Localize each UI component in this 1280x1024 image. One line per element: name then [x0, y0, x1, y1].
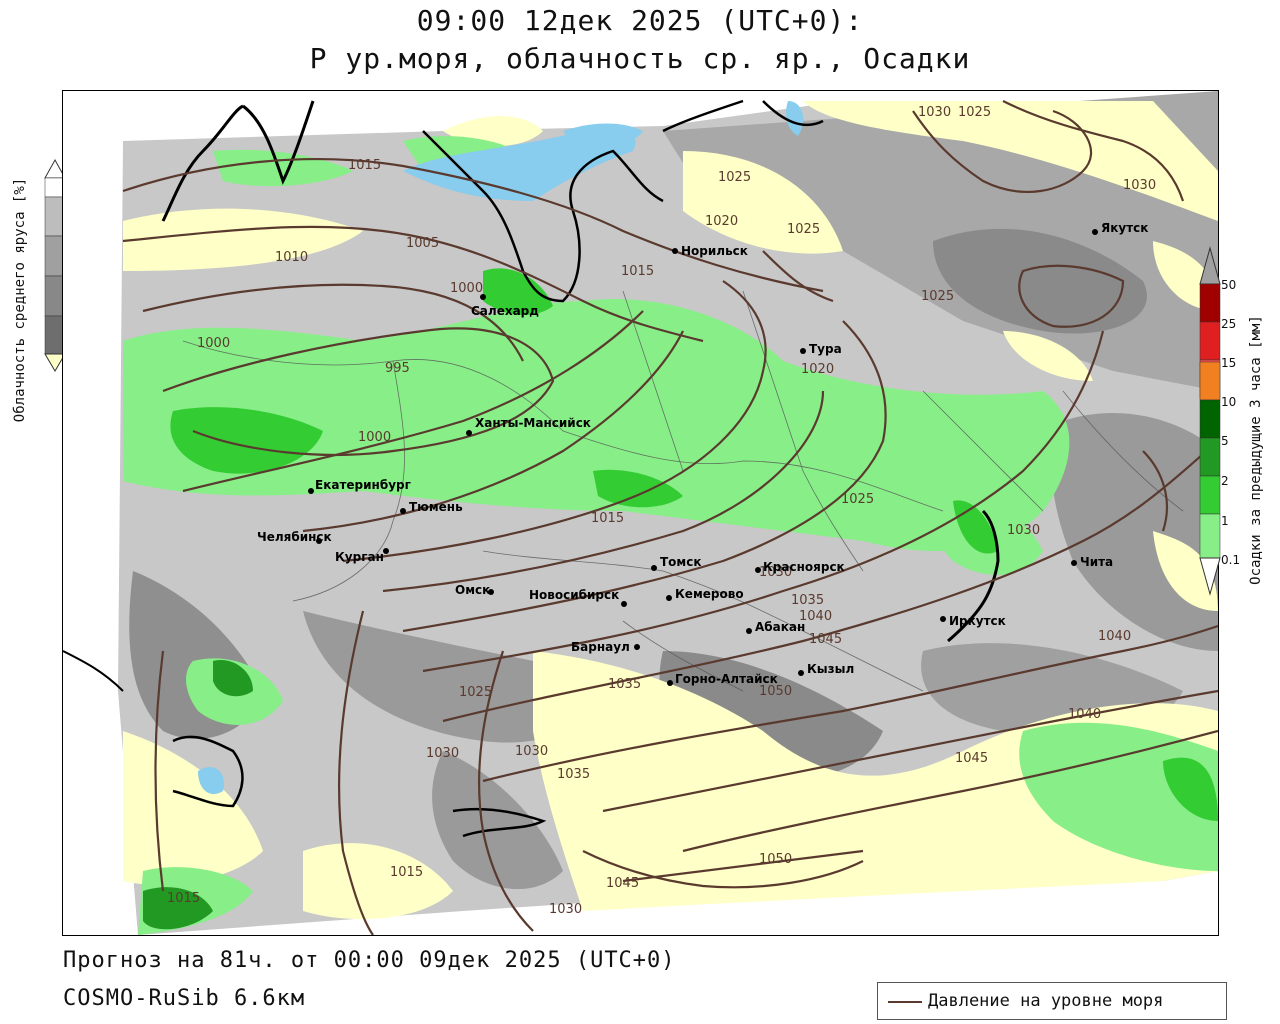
- city-label: Челябинск: [257, 530, 332, 544]
- pressure-legend-label: Давление на уровне моря: [928, 991, 1164, 1011]
- isobar-label: 1040: [799, 609, 832, 624]
- city-marker: [755, 567, 761, 573]
- precip-tick: 50: [1221, 278, 1237, 292]
- isobar-label: 1000: [450, 281, 483, 296]
- city-marker: [621, 601, 627, 607]
- city-marker: [800, 348, 806, 354]
- city-marker: [746, 628, 752, 634]
- precip-colorbar: [1199, 246, 1221, 596]
- isobar-label: 1035: [557, 767, 590, 782]
- city-marker: [488, 589, 494, 595]
- city-label: Курган: [335, 550, 384, 564]
- city-label: Кызыл: [807, 662, 854, 676]
- isobar-label: 1035: [791, 593, 824, 608]
- precip-tick: 15: [1221, 356, 1237, 370]
- city-label: Абакан: [755, 620, 805, 634]
- isobar-label: 1030: [1007, 523, 1040, 538]
- isobar-label: 1030: [515, 744, 548, 759]
- isobar-label: 1040: [1068, 707, 1101, 722]
- city-marker: [400, 508, 406, 514]
- city-label: Омск: [455, 583, 490, 597]
- city-marker: [1092, 229, 1098, 235]
- city-label: Салехард: [471, 304, 539, 318]
- city-label: Томск: [660, 555, 702, 569]
- isobar-label: 1030: [549, 902, 582, 917]
- isobar-label: 1030: [426, 746, 459, 761]
- city-marker: [798, 670, 804, 676]
- precip-tick: 25: [1221, 317, 1237, 331]
- city-label: Ханты-Мансийск: [475, 416, 591, 430]
- city-label: Горно-Алтайск: [675, 672, 778, 686]
- isobar-label: 1030: [1123, 178, 1156, 193]
- city-label: Иркутск: [949, 614, 1006, 628]
- city-marker: [634, 644, 640, 650]
- isobar-label: 1050: [759, 684, 792, 699]
- isobar-label: 1025: [718, 170, 751, 185]
- city-marker: [383, 548, 389, 554]
- city-label: Норильск: [681, 244, 748, 258]
- map-canvas: 1015 1025 1030 1025 1030 1020 1025 1010 …: [62, 91, 1219, 936]
- city-label: Тюмень: [409, 500, 463, 514]
- precip-scale-title: Осадки за предыдущие 3 часа [мм]: [1248, 315, 1264, 585]
- city-marker: [316, 538, 322, 544]
- map-title-time: 09:00 12дек 2025 (UTC+0):: [416, 4, 864, 37]
- precip-tick: 0.1: [1221, 553, 1241, 567]
- isobar-label: 1050: [759, 852, 792, 867]
- cloud-colorbar: [44, 158, 66, 372]
- city-marker: [651, 565, 657, 571]
- city-marker: [308, 488, 314, 494]
- isobar-label: 1030: [759, 565, 792, 580]
- precip-tick: 5: [1221, 434, 1229, 448]
- isobar-label: 1015: [591, 511, 624, 526]
- isobar-label: 1025: [921, 289, 954, 304]
- city-label: Барнаул: [571, 640, 630, 654]
- cloud-scale-title: Облачность среднего яруса [%]: [12, 177, 28, 423]
- isobar-label: 1000: [358, 430, 391, 445]
- city-marker: [480, 294, 486, 300]
- map-title-fields: P ур.моря, облачность ср. яр., Осадки: [309, 42, 971, 75]
- isobar-label: 1025: [841, 492, 874, 507]
- city-marker: [1071, 560, 1077, 566]
- isobar-label: 1025: [958, 105, 991, 120]
- isobar-label: 1020: [705, 214, 738, 229]
- city-label: Кемерово: [675, 587, 744, 601]
- model-name: COSMO-RuSib 6.6км: [63, 986, 306, 1011]
- pressure-legend-line: [888, 1001, 922, 1003]
- city-label: Чита: [1080, 555, 1113, 569]
- isobar-label: 995: [385, 361, 410, 376]
- isobar-label: 1030: [918, 105, 951, 120]
- isobar-label: 1040: [1098, 629, 1131, 644]
- city-label: Новосибирск: [529, 588, 619, 602]
- isobar-label: 1020: [801, 362, 834, 377]
- city-label: Красноярск: [763, 560, 845, 574]
- isobar-label: 1015: [167, 891, 200, 906]
- isobar-label: 1015: [348, 158, 381, 173]
- isobar-label: 1045: [809, 632, 842, 647]
- city-marker: [666, 595, 672, 601]
- precip-tick: 1: [1221, 514, 1229, 528]
- forecast-info: Прогноз на 81ч. от 00:00 09дек 2025 (UTC…: [63, 948, 676, 973]
- isobar-label: 1025: [787, 222, 820, 237]
- isobar-label: 1010: [275, 250, 308, 265]
- city-label: Екатеринбург: [315, 478, 411, 492]
- city-marker: [667, 680, 673, 686]
- city-label: Якутск: [1101, 221, 1148, 235]
- isobar-label: 1025: [459, 685, 492, 700]
- city-marker: [466, 430, 472, 436]
- isobar-label: 1015: [390, 865, 423, 880]
- isobar-label: 1005: [406, 236, 439, 251]
- isobar-label: 1015: [621, 264, 654, 279]
- city-label: Тура: [809, 342, 842, 356]
- isobar-label: 1000: [197, 336, 230, 351]
- precip-tick: 10: [1221, 395, 1237, 409]
- isobar-label: 1045: [606, 876, 639, 891]
- isobar-label: 1035: [608, 677, 641, 692]
- city-marker: [940, 616, 946, 622]
- isobar-label: 1045: [955, 751, 988, 766]
- precip-tick: 2: [1221, 474, 1229, 488]
- pressure-legend: Давление на уровне моря: [877, 982, 1227, 1020]
- weather-map[interactable]: 1015 1025 1030 1025 1030 1020 1025 1010 …: [62, 90, 1219, 936]
- city-marker: [672, 248, 678, 254]
